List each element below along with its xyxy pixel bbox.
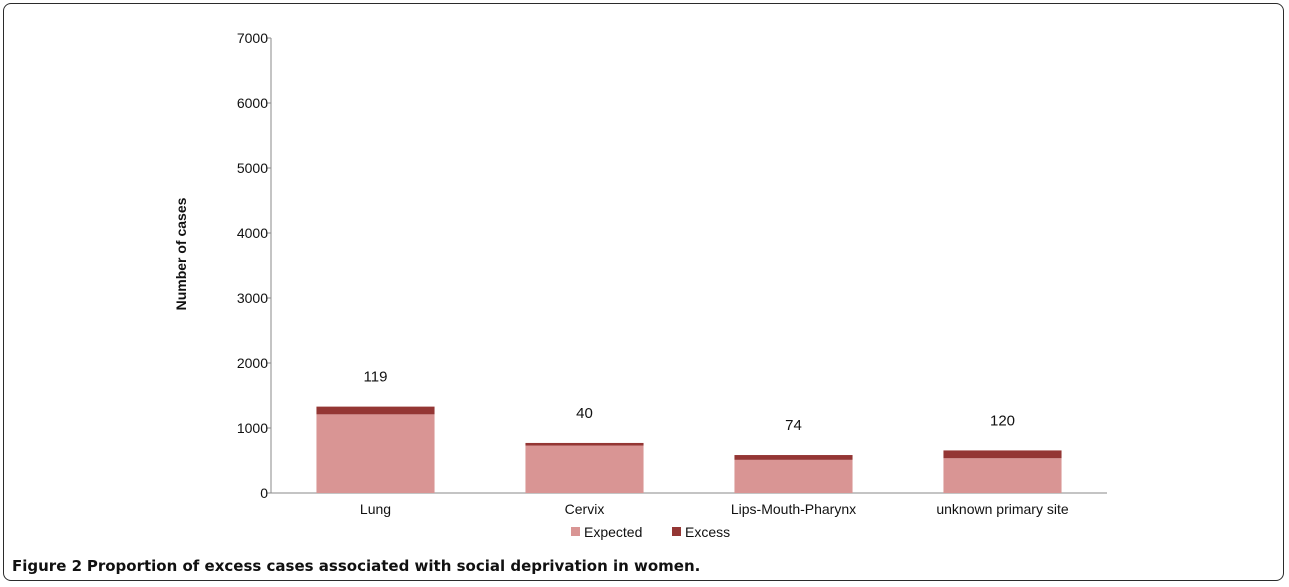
bar-data-label: 119 xyxy=(364,369,388,386)
legend-swatch-excess xyxy=(672,527,681,536)
x-category-label: Cervix xyxy=(565,501,605,517)
y-tick-label: 1000 xyxy=(237,420,268,436)
bar-excess-1 xyxy=(316,406,435,415)
bar-data-label: 74 xyxy=(785,417,802,434)
bar-expected-4 xyxy=(943,458,1062,493)
bars: 119 40 74 120 xyxy=(316,369,1062,493)
x-axis-category-labels: Lung Cervix Lips-Mouth-Pharynx unknown prim… xyxy=(360,501,1069,517)
legend-label-excess: Excess xyxy=(685,524,730,540)
legend-label-expected: Expected xyxy=(584,524,642,540)
y-tick-label: 6000 xyxy=(237,95,268,111)
y-tick-label: 3000 xyxy=(237,290,268,306)
y-axis-ticks: 0 1000 2000 3000 4000 5000 6000 7000 xyxy=(237,30,271,501)
bar-excess-2 xyxy=(525,442,644,446)
x-category-label: unknown primary site xyxy=(936,501,1068,517)
bar-data-label: 120 xyxy=(990,412,1015,429)
bar-excess-3 xyxy=(734,455,853,460)
bar-expected-3 xyxy=(734,459,853,493)
figure-frame: 0 1000 2000 3000 4000 5000 6000 7000 Number of … xyxy=(3,3,1284,581)
x-category-label: Lips-Mouth-Pharynx xyxy=(731,501,856,517)
y-tick-label: 0 xyxy=(260,485,268,501)
y-tick-label: 7000 xyxy=(237,30,268,46)
x-category-label: Lung xyxy=(360,501,391,517)
y-axis-label: Number of cases xyxy=(173,197,189,310)
y-tick-label: 4000 xyxy=(237,225,268,241)
y-tick-label: 2000 xyxy=(237,355,268,371)
bar-data-label: 40 xyxy=(576,405,593,422)
caption-text: Proportion of excess cases associated wi… xyxy=(86,557,701,575)
bar-expected-1 xyxy=(316,414,435,493)
caption-label: Figure 2 xyxy=(12,557,83,575)
legend: Expected Excess xyxy=(571,524,730,540)
figure-caption: Figure 2 Proportion of excess cases asso… xyxy=(12,557,700,575)
legend-swatch-expected xyxy=(571,527,580,536)
bar-expected-2 xyxy=(525,445,644,493)
bar-excess-4 xyxy=(943,450,1062,459)
y-tick-label: 5000 xyxy=(237,160,268,176)
stacked-bar-chart: 0 1000 2000 3000 4000 5000 6000 7000 Number of … xyxy=(173,30,1107,540)
